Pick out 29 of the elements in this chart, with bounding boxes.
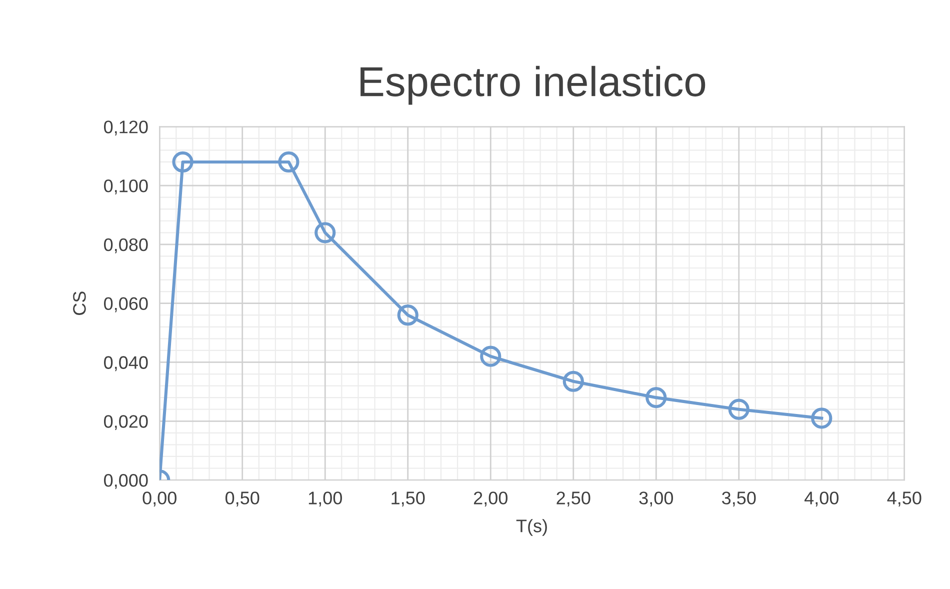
y-tick-label: 0,120 [104,120,148,136]
x-tick-label: 0,50 [225,492,260,507]
x-tick-label: 3,50 [722,492,756,507]
x-tick-label: 2,50 [556,492,590,507]
chart-title: Espectro inelastico [360,66,706,105]
y-tick-label: 0,100 [104,179,148,194]
y-tick-label: 0,080 [104,238,148,254]
y-tick-label: 0,060 [104,297,148,312]
y-tick-label: 0,020 [104,415,148,430]
point [278,151,300,173]
point [397,304,418,326]
point [314,222,336,244]
y-tick-label: 0,040 [104,356,148,372]
x-axis-title: T(s) [516,519,547,536]
x-tick-label: 2,00 [474,492,508,507]
point [172,151,194,173]
x-tick-label: 3,00 [639,492,673,507]
x-tick-label: 4,50 [887,492,922,507]
y-tick-label: 0,000 [104,474,148,489]
x-tick-label: 4,00 [804,492,839,507]
y-axis-title: CS [73,292,86,315]
point [480,346,502,367]
x-tick-label: 1,00 [308,492,342,507]
point [562,370,584,392]
point [728,398,750,420]
x-tick-label: 1,50 [392,492,425,507]
point [811,408,832,429]
point [646,387,667,408]
x-tick-label: 0,00 [142,492,176,507]
